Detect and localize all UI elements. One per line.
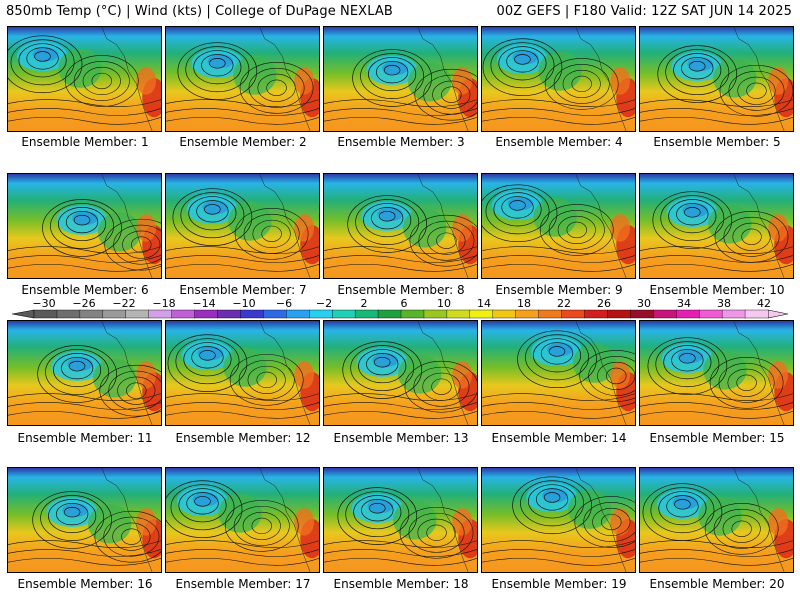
colorbar-tick-label: 30 xyxy=(637,298,651,310)
colorbar-tick-label: −2 xyxy=(316,298,332,310)
colorbar-swatch xyxy=(125,309,150,319)
ensemble-member-map xyxy=(639,173,794,279)
ensemble-member-map xyxy=(7,173,162,279)
ensemble-member-map xyxy=(7,320,162,426)
colorbar-tick-label: −18 xyxy=(152,298,175,310)
member-label: Ensemble Member: 7 xyxy=(179,283,307,297)
member-label: Ensemble Member: 20 xyxy=(649,577,785,591)
colorbar-swatch xyxy=(148,309,173,319)
colorbar-swatch xyxy=(56,309,81,319)
member-label: Ensemble Member: 4 xyxy=(495,135,623,149)
member-label: Ensemble Member: 14 xyxy=(491,431,627,445)
member-label: Ensemble Member: 1 xyxy=(21,135,149,149)
ensemble-member-map xyxy=(323,173,478,279)
colorbar-swatch xyxy=(309,309,333,319)
member-label: Ensemble Member: 12 xyxy=(175,431,311,445)
colorbar-swatch xyxy=(102,309,127,319)
member-label: Ensemble Member: 19 xyxy=(491,577,627,591)
colorbar-swatch xyxy=(446,309,471,319)
member-label: Ensemble Member: 18 xyxy=(333,577,469,591)
ensemble-member-map xyxy=(481,26,636,132)
colorbar-swatch xyxy=(584,309,609,319)
colorbar-swatch xyxy=(354,309,379,319)
colorbar-swatch xyxy=(698,309,723,319)
ensemble-member-map xyxy=(165,26,320,132)
colorbar-tick-label: 26 xyxy=(597,298,611,310)
ensemble-member-map xyxy=(639,467,794,573)
colorbar-swatch xyxy=(79,309,104,319)
member-label: Ensemble Member: 9 xyxy=(495,283,623,297)
colorbar-tick-label: 18 xyxy=(517,298,531,310)
member-label: Ensemble Member: 16 xyxy=(17,577,153,591)
colorbar-tick-label: −6 xyxy=(276,298,292,310)
member-label: Ensemble Member: 3 xyxy=(337,135,465,149)
colorbar-tick-label: −14 xyxy=(192,298,215,310)
colorbar-tick-label: 2 xyxy=(361,298,368,310)
member-label: Ensemble Member: 8 xyxy=(337,283,465,297)
ensemble-member-map xyxy=(323,26,478,132)
ensemble-member-map xyxy=(323,467,478,573)
colorbar-tick-label: −26 xyxy=(72,298,95,310)
colorbar-swatch xyxy=(331,309,356,319)
colorbar-tick-label: −10 xyxy=(232,298,255,310)
chart-title: 850mb Temp (°C) | Wind (kts) | College o… xyxy=(6,4,393,19)
colorbar-swatch xyxy=(400,309,425,319)
ensemble-member-map xyxy=(481,467,636,573)
member-label: Ensemble Member: 2 xyxy=(179,135,307,149)
colorbar-swatch xyxy=(469,309,494,319)
colorbar-swatch xyxy=(492,309,517,319)
ensemble-member-map xyxy=(323,320,478,426)
colorbar-tick-label: −22 xyxy=(112,298,135,310)
colorbar-tick-label: 22 xyxy=(557,298,571,310)
ensemble-member-map xyxy=(165,173,320,279)
member-label: Ensemble Member: 17 xyxy=(175,577,311,591)
colorbar-swatch xyxy=(744,309,769,319)
colorbar-swatch xyxy=(286,309,310,319)
colorbar-swatch xyxy=(607,309,631,319)
ensemble-member-map xyxy=(7,26,162,132)
colorbar-swatch xyxy=(240,309,264,319)
ensemble-member-map xyxy=(7,467,162,573)
colorbar-swatch xyxy=(423,309,448,319)
member-label: Ensemble Member: 6 xyxy=(21,283,149,297)
colorbar-tick-label: 6 xyxy=(401,298,408,310)
colorbar-swatch xyxy=(171,309,196,319)
ensemble-member-map xyxy=(481,173,636,279)
colorbar-swatch xyxy=(217,309,242,319)
colorbar-swatch xyxy=(263,309,287,319)
colorbar-tick-label: −30 xyxy=(32,298,55,310)
member-label: Ensemble Member: 10 xyxy=(649,283,785,297)
colorbar-tick-label: 42 xyxy=(757,298,771,310)
ensemble-member-map xyxy=(639,320,794,426)
colorbar-swatch xyxy=(33,309,58,319)
ensemble-member-map xyxy=(481,320,636,426)
colorbar-swatch xyxy=(653,309,677,319)
colorbar-swatch xyxy=(630,309,654,319)
member-label: Ensemble Member: 13 xyxy=(333,431,469,445)
member-label: Ensemble Member: 15 xyxy=(649,431,785,445)
colorbar-swatch xyxy=(515,309,540,319)
colorbar-swatch xyxy=(538,309,563,319)
member-label: Ensemble Member: 5 xyxy=(653,135,781,149)
colorbar-swatch xyxy=(676,309,700,319)
run-info: 00Z GEFS | F180 Valid: 12Z SAT JUN 14 20… xyxy=(496,4,792,19)
colorbar-swatch xyxy=(377,309,402,319)
temperature-colorbar: −30 −26 −22 −18 −14 −10 −6 −2 2 6 10 14 18 22 26 30 34 38… xyxy=(12,298,788,319)
colorbar-tick-label: 34 xyxy=(677,298,691,310)
ensemble-member-map xyxy=(165,467,320,573)
colorbar-tick-label: 10 xyxy=(437,298,451,310)
colorbar-tick-label: 14 xyxy=(477,298,491,310)
colorbar-tick-label: 38 xyxy=(717,298,731,310)
colorbar-swatch xyxy=(721,309,746,319)
ensemble-member-map xyxy=(165,320,320,426)
colorbar-swatch xyxy=(194,309,219,319)
ensemble-member-map xyxy=(639,26,794,132)
member-label: Ensemble Member: 11 xyxy=(17,431,153,445)
colorbar-swatch xyxy=(561,309,586,319)
